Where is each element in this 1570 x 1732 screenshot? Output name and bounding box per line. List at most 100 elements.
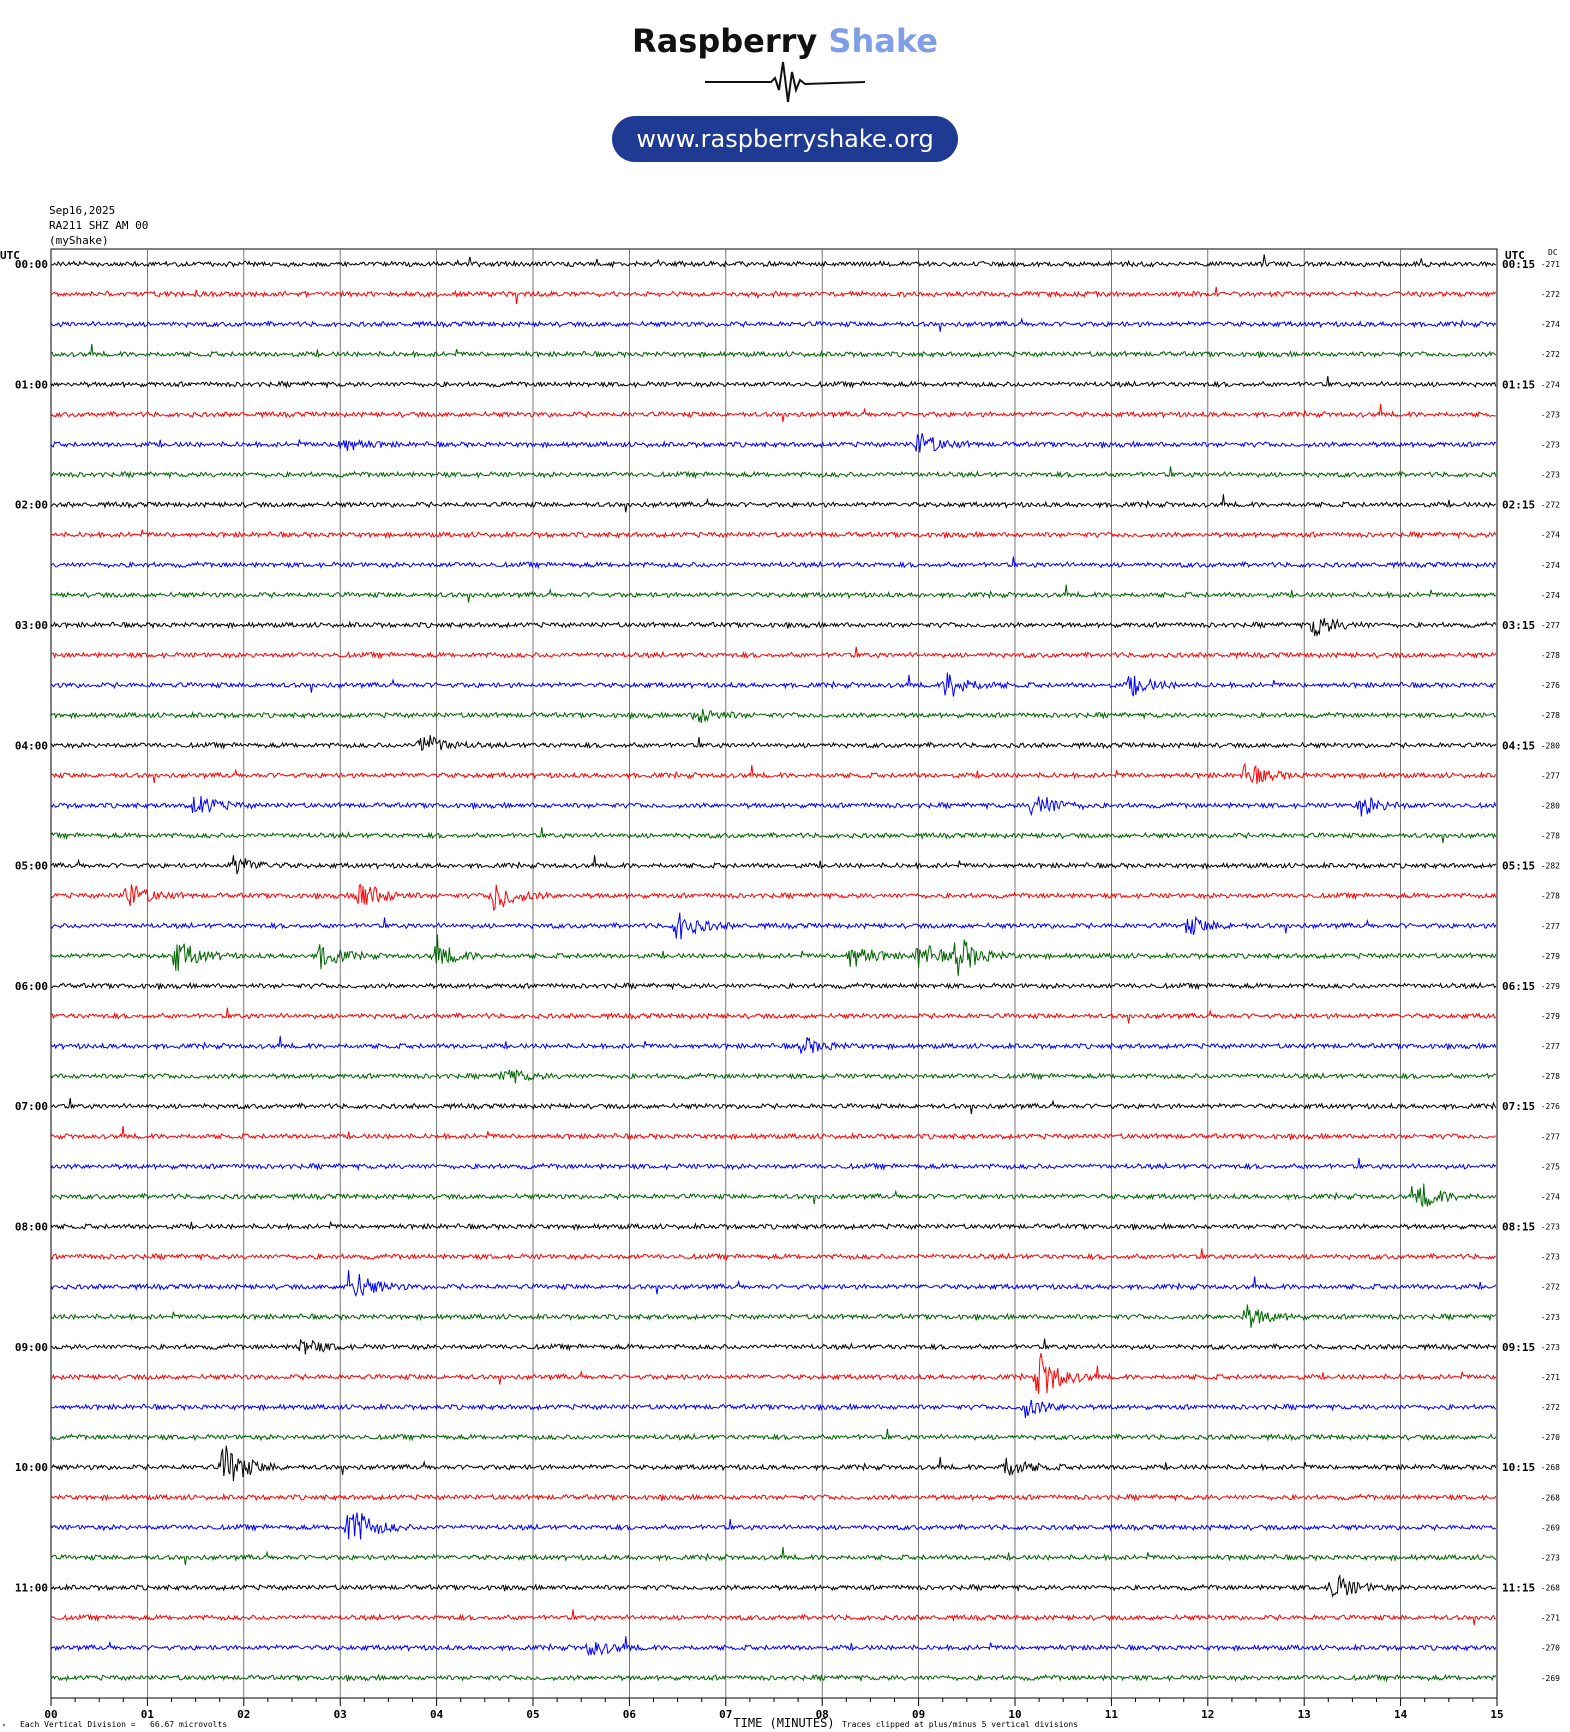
dc-value: -272: [1541, 1283, 1560, 1292]
dc-value: -273: [1541, 1343, 1560, 1352]
trace-line: [50, 494, 1496, 513]
x-tick-label: 09: [912, 1708, 925, 1721]
hour-label-right: 10:15: [1502, 1461, 1535, 1474]
hour-label-right: 02:15: [1502, 499, 1535, 512]
trace-line: [50, 404, 1496, 423]
hour-label-left: 05:00: [15, 860, 48, 873]
trace-line: [51, 646, 1497, 660]
dc-value: -276: [1541, 681, 1560, 690]
x-tick-label: 06: [623, 1708, 637, 1721]
trace-line: [50, 1399, 1497, 1419]
dc-value: -270: [1541, 1644, 1560, 1653]
hour-label-left: 06:00: [15, 980, 48, 993]
trace-line: [50, 1609, 1496, 1626]
dc-value: -269: [1541, 1523, 1560, 1532]
hour-label-right: 03:15: [1502, 619, 1535, 632]
dc-value: -273: [1541, 471, 1560, 480]
x-tick-label: 07: [719, 1708, 732, 1721]
trace-line: [50, 1221, 1497, 1231]
logo-seismogram-icon: [705, 61, 865, 103]
trace-line: [50, 1492, 1497, 1502]
plot-frame: [50, 248, 1498, 1699]
trace-line: [50, 254, 1496, 269]
hour-label-left: 10:00: [15, 1461, 48, 1474]
x-tick-label: 08: [816, 1708, 829, 1721]
trace-line: [50, 1512, 1497, 1540]
dc-value: -275: [1541, 1162, 1560, 1171]
x-tick-label: 15: [1490, 1708, 1503, 1721]
trace-line: [51, 1428, 1497, 1442]
dc-value: -273: [1541, 440, 1560, 449]
trace-line: [50, 855, 1497, 875]
date-label: Sep16,2025: [49, 204, 115, 217]
hour-label-right: 00:15: [1502, 258, 1535, 271]
x-tick-label: 02: [237, 1708, 250, 1721]
hour-label-left: 08:00: [15, 1221, 48, 1234]
trace-line: [50, 343, 1497, 359]
dc-value: -274: [1541, 531, 1560, 540]
x-tick-label: 14: [1394, 1708, 1408, 1721]
dc-value: -274: [1541, 1192, 1560, 1201]
hour-label-left: 00:00: [15, 258, 48, 271]
trace-line: [50, 827, 1497, 844]
trace-line: [50, 708, 1497, 723]
x-tick-label: 12: [1201, 1708, 1214, 1721]
x-tick-label: 13: [1298, 1708, 1311, 1721]
dc-value: -278: [1541, 1072, 1560, 1081]
dc-value: -273: [1541, 1253, 1560, 1262]
dc-value: -277: [1541, 1042, 1560, 1051]
trace-line: [50, 433, 1497, 453]
dc-value: -277: [1541, 922, 1560, 931]
trace-line: [50, 618, 1497, 638]
trace-line: [50, 1158, 1497, 1172]
hour-label-left: 07:00: [15, 1100, 48, 1113]
trace-line: [50, 1547, 1497, 1566]
trace-line: [50, 375, 1497, 389]
logo-name-shake: Shake: [828, 22, 938, 60]
dc-value: -279: [1541, 1012, 1560, 1021]
hour-labels: -271 -272 -274 -272 -274 -273 -273 -273 -272 -274…: [15, 258, 1560, 1683]
trace-line: [50, 1183, 1497, 1207]
dc-value: -272: [1541, 501, 1560, 510]
trace-line: [50, 317, 1497, 332]
hour-label-right: 01:15: [1502, 378, 1535, 391]
website-url-button[interactable]: www.raspberryshake.org: [612, 116, 958, 162]
dc-value: -274: [1541, 561, 1560, 570]
hour-label-right: 09:15: [1502, 1341, 1535, 1354]
hour-label-right: 06:15: [1502, 980, 1535, 993]
trace-line: [50, 1270, 1497, 1298]
trace-line: [50, 286, 1497, 305]
header: Raspberry Shake www.raspberryshake.org: [0, 0, 1570, 200]
x-tick-label: 03: [334, 1708, 347, 1721]
trace-line: [50, 981, 1497, 991]
trace-line: [50, 1007, 1497, 1024]
dc-value: -268: [1541, 1463, 1560, 1472]
dc-value: -278: [1541, 832, 1560, 841]
trace-line: [50, 1673, 1497, 1683]
trace-line: [50, 529, 1497, 540]
dc-value: -271: [1541, 260, 1560, 269]
x-tick-label: 04: [430, 1708, 444, 1721]
dc-value: -274: [1541, 380, 1560, 389]
hour-label-left: 04:00: [15, 739, 48, 752]
hour-label-right: 07:15: [1502, 1100, 1535, 1113]
dc-value: -271: [1541, 1373, 1560, 1382]
left-utc-title: UTC: [0, 249, 20, 262]
hour-label-left: 03:00: [15, 619, 48, 632]
dc-value: -273: [1541, 1223, 1560, 1232]
trace-line: [50, 1304, 1497, 1328]
x-axis-label: TIME (MINUTES): [733, 1716, 834, 1730]
trace-line: [50, 1338, 1497, 1355]
station-label: RA211 SHZ AM 00: [49, 219, 148, 232]
trace-line: [50, 584, 1497, 603]
dc-value: -268: [1541, 1493, 1560, 1502]
trace-line: [50, 1248, 1497, 1262]
right-utc-title: UTC: [1505, 249, 1525, 262]
logo-title: Raspberry Shake: [0, 22, 1570, 60]
dc-value: -278: [1541, 711, 1560, 720]
dc-value: -272: [1541, 350, 1560, 359]
x-axis: 00 01 02 03 04 05 06 07 08 09 10 11 12 13 14 15: [44, 1698, 1504, 1721]
trace-line: [50, 1573, 1496, 1598]
hour-label-left: 11:00: [15, 1582, 48, 1595]
